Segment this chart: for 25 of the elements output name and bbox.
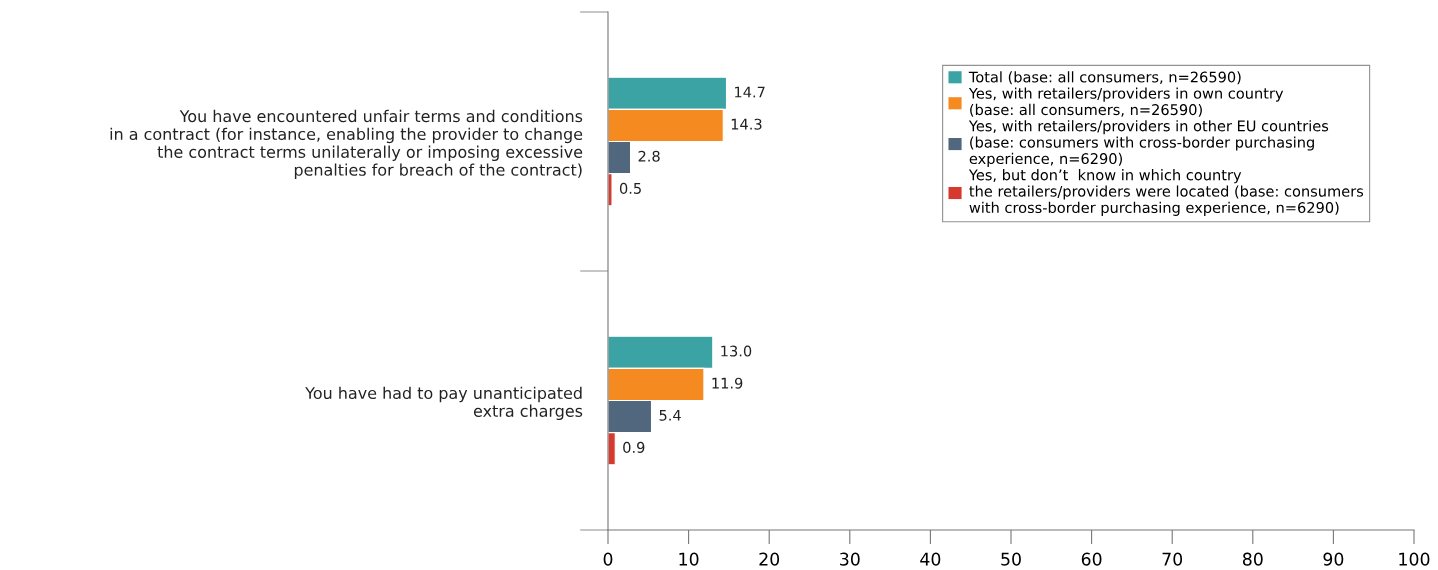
x-tick-label: 90 (1323, 552, 1344, 566)
x-tick-label: 30 (840, 552, 860, 566)
legend-label: Yes, with retailers/providers in own country (base: all consumers, n=26590) (968, 87, 1284, 117)
data-label: 13.0 (721, 345, 752, 357)
data-label: 11.9 (712, 377, 743, 389)
legend-label: Yes, with retailers/providers in other EU countries (base: consumers with cross-border purchasing experience, n=6290) (968, 120, 1329, 167)
legend-label: Yes, but don’t know in which country the retailers/providers were located (base: consumers with cross-border purchasing experience, n=6290) (968, 169, 1364, 216)
x-tick-label: 60 (1081, 552, 1102, 566)
x-tick-label: 20 (759, 552, 780, 566)
y-tick-label: You have had to pay unanticipated extra charges (305, 386, 583, 421)
x-tick-label: 10 (679, 552, 699, 566)
data-label: 14.3 (731, 118, 762, 130)
x-tick-label: 80 (1242, 552, 1263, 566)
data-label: 5.4 (659, 409, 681, 421)
data-label: 2.8 (638, 150, 660, 162)
legend-label: Total (base: all consumers, n=26590) (968, 71, 1241, 85)
x-tick-label: 50 (1001, 552, 1021, 566)
y-tick-label: You have encountered unfair terms and conditions in a contract (for instance, enabling the provider to change the contract terms unilaterally or imposing excessive penalties for breach of the contract) (110, 109, 583, 179)
data-label: 0.5 (619, 182, 641, 194)
data-label: 0.9 (623, 441, 645, 453)
x-tick-label: 40 (920, 552, 941, 566)
x-tick-label: 100 (1399, 552, 1430, 566)
x-tick-label: 0 (603, 552, 613, 566)
x-tick-label: 70 (1162, 552, 1183, 566)
data-label: 14.7 (735, 86, 765, 98)
